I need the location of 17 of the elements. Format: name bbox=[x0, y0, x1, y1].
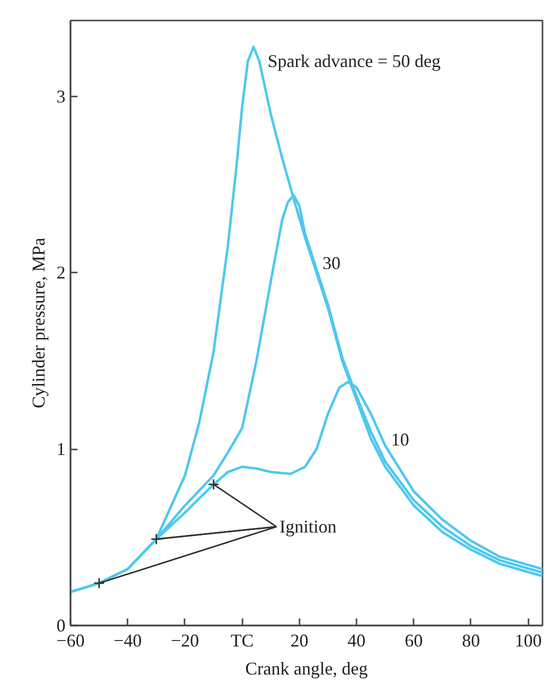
x-tick-label: −40 bbox=[114, 630, 142, 650]
x-tick-label: TC bbox=[230, 630, 254, 650]
x-tick-label: 100 bbox=[514, 630, 542, 650]
x-tick-label: 60 bbox=[404, 630, 423, 650]
x-axis-title: Crank angle, deg bbox=[245, 658, 368, 678]
y-tick-label: 2 bbox=[56, 262, 66, 283]
x-tick-label: 40 bbox=[348, 630, 366, 650]
x-tick-label: 80 bbox=[462, 630, 480, 650]
y-tick-label: 3 bbox=[56, 86, 66, 106]
series-label: 10 bbox=[391, 430, 410, 450]
series-label: Spark advance = 50 deg bbox=[268, 50, 441, 71]
x-tick-label: 20 bbox=[290, 630, 308, 650]
x-tick-label: −20 bbox=[170, 630, 200, 650]
y-tick-label: 1 bbox=[56, 439, 66, 460]
series-label: 30 bbox=[322, 253, 341, 274]
y-axis-title: Cylinder pressure, MPa bbox=[28, 238, 48, 408]
annotation: Ignition bbox=[279, 516, 336, 537]
